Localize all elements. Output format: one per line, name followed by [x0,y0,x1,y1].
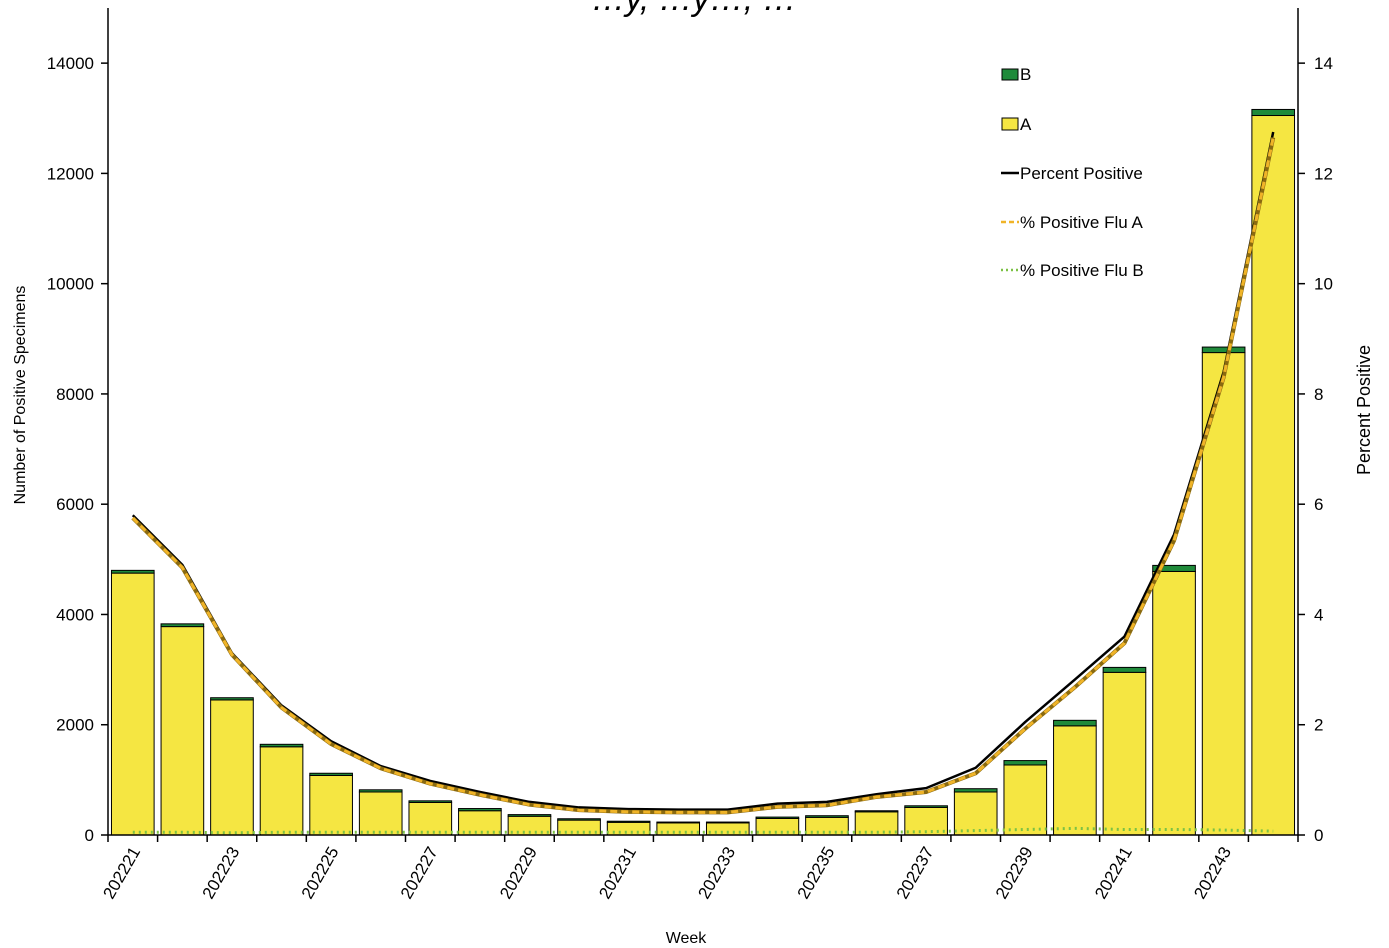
bar-b-202243 [1201,346,1246,354]
bar-a-202236 [854,811,899,836]
y-axis-left-title: Number of Positive Specimens [12,286,29,505]
bar-b-202228 [458,808,502,812]
legend: B A Percent Positive % Positive Flu A % … [1001,65,1144,280]
bar-b-202235 [805,815,849,818]
bar-b-202237 [904,805,948,808]
x-tick-label-202229: 202229 [496,844,541,903]
y-left-tick-label-10000: 10000 [47,275,94,294]
y-right-tick-label-14: 14 [1314,54,1333,73]
bar-b-202244 [1251,108,1296,117]
bar-a-202230 [557,819,601,836]
bar-b-202223 [210,697,254,701]
bar-b-202241 [1102,666,1147,673]
y-right-tick-label-10: 10 [1314,275,1333,294]
bar-a-202239 [1003,764,1048,836]
x-tick-label-202239: 202239 [992,844,1037,903]
x-tick-label-202241: 202241 [1091,844,1136,903]
bar-b-202225 [309,772,353,776]
bar-b-202239 [1003,760,1048,766]
y-right-tick-label-2: 2 [1314,716,1323,735]
bar-b-202232 [656,821,701,824]
bar-b-202231 [606,820,651,823]
legend-swatch-a [1001,117,1019,131]
legend-label-a: A [1020,115,1032,134]
y-left-tick-label-0: 0 [85,826,94,845]
legend-label-percent-positive: Percent Positive [1020,164,1143,183]
bar-a-202234 [755,817,800,836]
bar-layer [110,108,1296,836]
bar-a-202227 [408,801,453,836]
bar-b-202226 [358,789,403,793]
y-left-tick-label-14000: 14000 [47,54,94,73]
y-left-tick-label-4000: 4000 [56,605,94,624]
x-tick-label-202227: 202227 [397,844,442,903]
x-tick-label-202221: 202221 [99,844,144,903]
chart-title-fragment: …y, …y…, … [591,0,796,18]
x-tick-label-202225: 202225 [298,844,343,903]
line-shadow-positive-flu-a [131,137,1276,815]
bar-a-202223 [210,699,254,836]
x-tick-label-202233: 202233 [694,844,739,903]
bar-b-202240 [1053,719,1097,727]
y-right-tick-label-8: 8 [1314,385,1323,404]
bar-a-202238 [953,791,998,836]
bar-b-202222 [160,623,205,628]
bar-a-202244 [1251,115,1296,836]
x-tick-label-202231: 202231 [595,844,640,903]
bar-b-202230 [557,818,601,821]
x-tick-label-202243: 202243 [1190,844,1235,903]
legend-label-b: B [1020,65,1031,84]
bar-b-202238 [953,788,998,793]
legend-swatch-b [1001,68,1019,81]
bar-a-202226 [358,791,403,836]
bar-b-202234 [755,816,800,819]
bar-b-202221 [110,569,155,574]
y-right-tick-label-6: 6 [1314,495,1323,514]
x-tick-label-202235: 202235 [794,844,839,903]
legend-label-flu-b: % Positive Flu B [1020,261,1144,280]
bar-b-202233 [705,821,750,824]
bar-b-202236 [854,810,899,813]
bar-a-202228 [458,810,502,836]
bar-a-202240 [1053,725,1097,836]
legend-label-flu-a: % Positive Flu A [1020,213,1143,232]
bar-a-202222 [160,626,205,836]
bar-b-202229 [507,814,552,817]
y-left-tick-label-6000: 6000 [56,495,94,514]
line-layer [131,131,1276,835]
line-positive-flu-b [132,826,1274,835]
bar-a-202241 [1102,671,1147,836]
line-percent-positive [131,131,1275,811]
bar-a-202232 [656,822,701,836]
x-tick-label-202237: 202237 [893,844,938,903]
y-right-tick-label-4: 4 [1314,605,1323,624]
y-right-tick-label-12: 12 [1314,164,1333,183]
bar-a-202242 [1152,570,1196,836]
bar-b-202224 [259,743,304,748]
bar-a-202225 [309,774,353,836]
bar-b-202242 [1152,564,1196,572]
x-tick-label-202223: 202223 [199,844,244,903]
chart-title: …y, …y…, … [591,0,796,18]
y-right-tick-label-0: 0 [1314,826,1323,845]
x-axis-title: Week [666,930,708,947]
bar-a-202221 [110,572,155,836]
bar-a-202224 [259,746,304,836]
line-positive-flu-a [131,137,1275,814]
bar-b-202227 [408,800,453,803]
y-left-tick-label-12000: 12000 [47,164,94,183]
y-axis-right-title: Percent Positive [1354,345,1374,475]
bar-a-202243 [1201,352,1246,836]
y-left-tick-label-8000: 8000 [56,385,94,404]
y-left-tick-label-2000: 2000 [56,716,94,735]
